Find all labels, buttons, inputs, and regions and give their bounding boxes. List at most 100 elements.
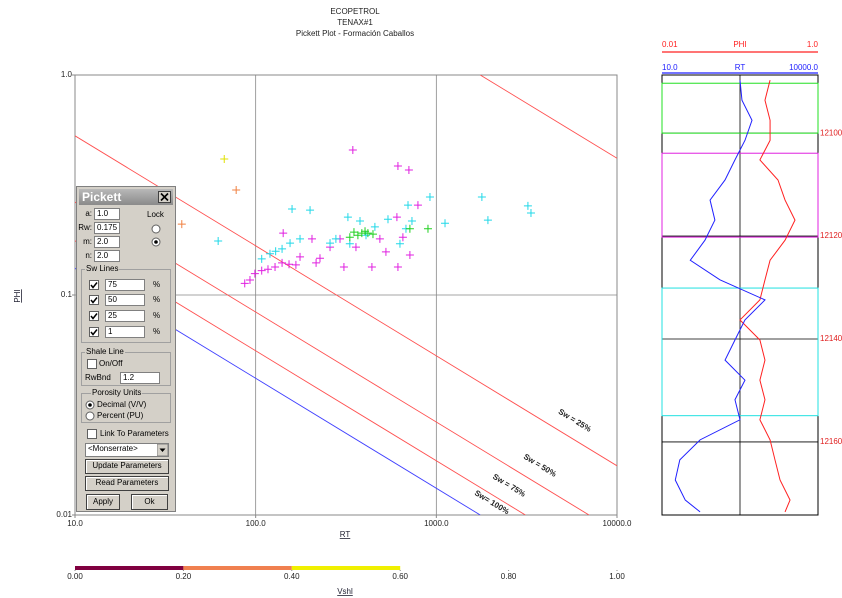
data-point	[425, 192, 434, 201]
pickett-dialog: Pickett a: 1.0 Rw: 0.175 m: 2.0 n: 2.0 L…	[76, 186, 176, 512]
checkbox[interactable]	[89, 280, 99, 290]
data-point	[405, 250, 414, 259]
group-label: Porosity Units	[91, 387, 143, 399]
checkbox[interactable]	[89, 311, 99, 321]
field-label: m:	[83, 237, 92, 246]
rwbnd-input[interactable]: 1.2	[120, 372, 160, 384]
data-point	[381, 247, 390, 256]
sw-line	[75, 201, 590, 515]
dialog-title: Pickett	[82, 190, 122, 204]
x-tick-label: 10.0	[67, 519, 83, 528]
data-point	[288, 204, 297, 213]
checkbox[interactable]	[89, 295, 99, 305]
ok-button[interactable]: Ok	[131, 494, 168, 510]
data-point	[232, 186, 241, 195]
sw-input[interactable]: 1	[105, 326, 145, 338]
data-point	[257, 254, 266, 263]
data-point	[361, 231, 370, 240]
checkbox[interactable]	[87, 359, 97, 369]
radio-label: Percent (PU)	[97, 411, 144, 420]
track-scale-min: 10.0	[662, 63, 678, 72]
data-point	[404, 201, 413, 210]
colorbar-label: Vshl	[337, 587, 353, 596]
sw-line	[480, 75, 617, 159]
checkbox-label: Link To Parameters	[100, 429, 169, 438]
field-input[interactable]: 1.0	[94, 208, 120, 220]
log-curve	[674, 80, 766, 513]
field-label: Rw:	[78, 223, 92, 232]
sw-line-label: Sw = 50%	[522, 452, 558, 479]
data-point	[285, 260, 294, 269]
data-point	[343, 213, 352, 222]
shale-line-group	[81, 352, 171, 386]
field-label: RwBnd	[85, 373, 111, 382]
data-point	[263, 265, 272, 274]
radio-button[interactable]	[151, 237, 161, 247]
sw-line-label: Sw = 25%	[557, 407, 593, 434]
data-point	[257, 266, 266, 275]
sw-input[interactable]: 25	[105, 310, 145, 322]
y-axis-label: PHI	[13, 289, 22, 302]
data-point	[220, 155, 229, 164]
x-axis-label: RT	[340, 530, 351, 539]
title-line: ECOPETROL	[330, 7, 380, 16]
data-point	[477, 192, 486, 201]
checkbox[interactable]	[89, 327, 99, 337]
track-scale-max: 10000.0	[789, 63, 818, 72]
depth-label: 12100.0	[820, 128, 842, 137]
colorbar-tick-label: 0.20	[176, 572, 192, 581]
zone	[661, 287, 819, 417]
data-point	[214, 236, 223, 245]
close-button[interactable]	[158, 191, 171, 203]
zone-dropdown[interactable]: <Monserrate>	[85, 443, 169, 457]
data-point	[370, 222, 379, 231]
field-input[interactable]: 2.0	[94, 236, 120, 248]
data-point	[523, 201, 532, 210]
data-point	[351, 243, 360, 252]
radio-button[interactable]	[85, 400, 95, 410]
sw-line	[75, 135, 617, 467]
data-point	[279, 229, 288, 238]
depth-label: 12120.0	[820, 231, 842, 240]
data-point	[367, 263, 376, 272]
radio-button[interactable]	[85, 411, 95, 421]
depth-label: 12140.0	[820, 334, 842, 343]
data-point	[250, 269, 259, 278]
sw-lines-group	[81, 269, 171, 343]
radio-button[interactable]	[151, 224, 161, 234]
data-point	[375, 234, 384, 243]
track-curve-name: RT	[735, 63, 746, 72]
data-point	[240, 279, 249, 288]
data-point	[345, 233, 354, 242]
colorbar-tick-label: 0.60	[392, 572, 408, 581]
unit-label: %	[153, 280, 161, 289]
field-input[interactable]: 2.0	[94, 250, 120, 262]
data-point	[315, 254, 324, 263]
field-label: a:	[85, 209, 92, 218]
data-point	[245, 275, 254, 284]
apply-button[interactable]: Apply	[86, 494, 120, 510]
data-point	[286, 239, 295, 248]
update-button[interactable]: Update Parameters	[85, 459, 169, 474]
data-point	[383, 215, 392, 224]
group-label: Sw Lines	[85, 263, 120, 275]
track-scale-max: 1.0	[807, 40, 819, 49]
log-curve	[739, 80, 796, 513]
field-input[interactable]: 0.175	[94, 222, 120, 234]
data-point	[405, 224, 414, 233]
data-point	[392, 213, 401, 222]
data-point	[265, 249, 274, 258]
data-point	[306, 206, 315, 215]
colorbar-tick-label: 0.40	[284, 572, 300, 581]
data-point	[339, 263, 348, 272]
data-point	[296, 252, 305, 261]
read-button[interactable]: Read Parameters	[85, 476, 169, 491]
sw-input[interactable]: 75	[105, 279, 145, 291]
data-point	[271, 263, 280, 272]
sw-input[interactable]: 50	[105, 294, 145, 306]
data-point	[348, 146, 357, 155]
checkbox[interactable]	[87, 429, 97, 439]
dropdown-arrow[interactable]	[157, 444, 168, 456]
y-tick-label: 0.1	[61, 290, 73, 299]
data-point	[353, 231, 362, 240]
